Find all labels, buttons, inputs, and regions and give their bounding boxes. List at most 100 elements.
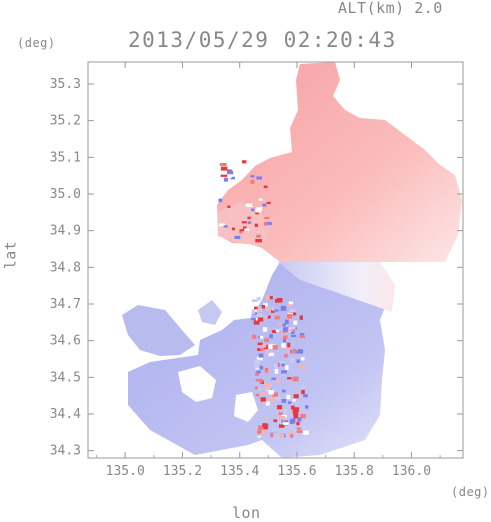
clutter-pixel	[264, 368, 269, 373]
clutter-pixel	[264, 417, 268, 422]
clutter-pixel	[247, 221, 252, 224]
clutter-pixel	[288, 301, 294, 305]
clutter-pixel	[265, 401, 270, 406]
clutter-pixel	[255, 239, 262, 243]
positive-velocity-region	[217, 62, 462, 262]
clutter-pixel	[300, 357, 305, 361]
clutter-pixel	[218, 223, 225, 227]
y-tick-label: 34.9	[50, 224, 81, 239]
clutter-pixel	[231, 227, 236, 231]
clutter-pixel	[293, 411, 299, 416]
clutter-pixel	[257, 365, 264, 370]
clutter-pixel	[281, 343, 286, 348]
clutter-pixel	[282, 372, 286, 377]
clutter-pixel	[271, 306, 275, 311]
clutter-pixel	[298, 349, 304, 354]
clutter-pixel	[251, 208, 255, 212]
clutter-pixel	[298, 364, 304, 369]
x-tick-label: 135.8	[335, 464, 374, 479]
y-tick-label: 34.3	[50, 444, 81, 459]
x-unit-label: (deg)	[451, 485, 490, 499]
clutter-pixel	[305, 405, 309, 409]
clutter-pixel	[268, 295, 273, 300]
clutter-pixel	[257, 434, 261, 438]
clutter-pixel	[251, 318, 257, 321]
clutter-pixel	[227, 170, 234, 175]
clutter-pixel	[267, 315, 271, 319]
clutter-pixel	[243, 226, 247, 231]
zero-velocity-transition	[278, 262, 395, 312]
clutter-pixel	[278, 424, 285, 428]
clutter-pixel	[278, 433, 285, 438]
clutter-pixel	[290, 330, 295, 335]
clutter-pixel	[296, 427, 301, 430]
clutter-pixel	[256, 234, 261, 238]
clutter-pixel	[293, 413, 299, 419]
x-tick-label: 135.2	[163, 464, 202, 479]
clutter-pixel	[220, 174, 228, 177]
clutter-pixel	[281, 363, 285, 367]
clutter-pixel	[282, 330, 287, 334]
clutter-pixel	[255, 379, 261, 382]
clutter-pixel	[219, 163, 227, 167]
clutter-pixel	[287, 328, 293, 332]
clutter-pixel	[250, 175, 255, 178]
clutter-pixel	[299, 333, 305, 336]
y-tick-label: 34.5	[50, 370, 81, 385]
clutter-pixel	[251, 334, 257, 339]
clutter-pixel	[270, 432, 274, 438]
clutter-pixel	[276, 419, 282, 424]
clutter-pixel	[296, 430, 303, 433]
clutter-pixel	[283, 422, 289, 425]
clutter-pixel	[265, 349, 270, 355]
clutter-pixel	[239, 229, 245, 232]
clutter-pixel	[290, 358, 295, 363]
x-tick-label: 136.0	[392, 464, 431, 479]
clutter-pixel	[286, 394, 291, 400]
y-tick-label: 35.2	[50, 114, 81, 129]
clutter-pixel	[257, 432, 261, 436]
clutter-pixel	[223, 225, 228, 228]
clutter-pixel	[230, 176, 235, 180]
clutter-pixel	[259, 335, 264, 339]
clutter-pixel	[255, 372, 260, 376]
altitude-label: ALT(km) 2.0	[338, 0, 443, 17]
echo-gap	[234, 392, 258, 422]
echo-gap	[178, 366, 216, 402]
clutter-pixel	[227, 169, 232, 172]
clutter-pixel	[258, 425, 264, 431]
clutter-pixel	[271, 330, 277, 334]
clutter-pixel	[277, 297, 283, 303]
clutter-pixel	[260, 347, 265, 351]
clutter-pixel	[274, 315, 280, 320]
clutter-pixel	[288, 314, 293, 317]
clutter-pixel	[292, 348, 297, 354]
clutter-pixel	[257, 342, 263, 346]
clutter-pixel	[256, 297, 261, 301]
clutter-pixel	[283, 335, 288, 340]
clutter-pixel	[293, 394, 299, 399]
clutter-pixel	[241, 160, 247, 164]
clutter-pixel	[255, 209, 262, 213]
clutter-pixel	[220, 166, 228, 171]
clutter-pixel	[302, 366, 307, 370]
clutter-pixel	[263, 315, 268, 318]
y-axis-ticks: 34.3 34.4 34.5 34.6 34.7 34.8 34.9 35.0 35.1 35.2…	[50, 77, 463, 459]
clutter-pixel	[292, 398, 296, 402]
clutter-pixel	[277, 418, 281, 421]
clutter-pixel	[270, 309, 275, 313]
clutter-pixel	[262, 203, 267, 207]
clutter-pixel	[285, 365, 289, 370]
clutter-pixel	[268, 396, 275, 400]
clutter-pixel	[234, 235, 241, 239]
clutter-pixel	[280, 360, 286, 364]
clutter-pixel	[256, 176, 263, 180]
clutter-pixel	[265, 307, 271, 312]
clutter-pixel	[258, 353, 264, 358]
clutter-pixel	[247, 216, 251, 220]
clutter-pixel	[223, 177, 229, 182]
chart-title: 2013/05/29 02:20:43	[128, 28, 397, 52]
clutter-pixel	[268, 352, 274, 357]
clutter-pixel	[262, 344, 267, 348]
